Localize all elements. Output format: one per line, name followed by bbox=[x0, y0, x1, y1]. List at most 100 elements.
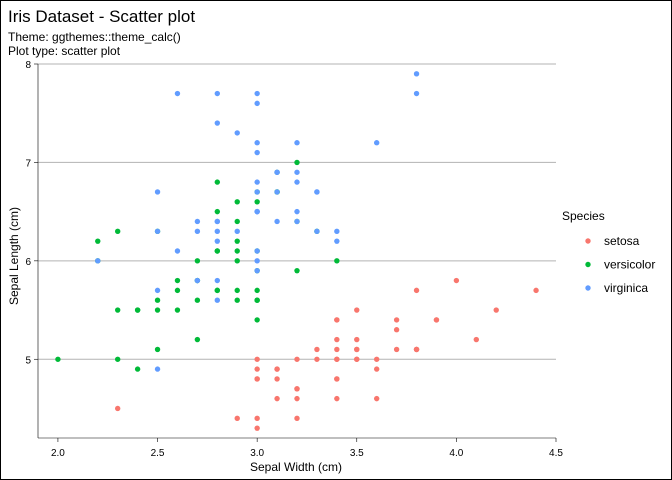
data-point-virginica bbox=[314, 189, 320, 195]
data-point-setosa bbox=[334, 317, 340, 323]
data-point-virginica bbox=[294, 169, 300, 175]
data-point-versicolor bbox=[254, 317, 260, 323]
data-point-versicolor bbox=[214, 248, 221, 254]
y-tick-label: 8 bbox=[25, 60, 31, 71]
data-point-versicolor bbox=[194, 336, 201, 343]
data-point-setosa bbox=[354, 307, 360, 313]
data-point-versicolor bbox=[234, 199, 240, 205]
data-point-virginica bbox=[254, 179, 260, 185]
x-tick-label: 2.0 bbox=[51, 448, 65, 459]
data-point-setosa bbox=[294, 356, 300, 362]
data-point-setosa bbox=[334, 346, 340, 353]
data-point-setosa bbox=[274, 366, 280, 372]
legend-label-virginica: virginica bbox=[604, 281, 648, 295]
data-point-versicolor bbox=[214, 287, 221, 294]
data-point-versicolor bbox=[134, 366, 141, 372]
y-tick-label: 7 bbox=[25, 158, 31, 169]
legend-label-setosa: setosa bbox=[604, 234, 640, 248]
data-point-versicolor bbox=[174, 287, 181, 294]
data-point-virginica bbox=[314, 228, 320, 235]
chart-subtitle-line-1: Theme: ggthemes::theme_calc() bbox=[8, 30, 181, 44]
data-point-virginica bbox=[294, 179, 300, 185]
data-point-setosa bbox=[314, 356, 320, 362]
data-point-versicolor bbox=[294, 267, 300, 274]
data-point-setosa bbox=[294, 386, 300, 392]
data-point-virginica bbox=[254, 258, 260, 264]
data-point-virginica bbox=[95, 258, 101, 264]
data-point-virginica bbox=[174, 248, 181, 254]
data-point-setosa bbox=[393, 317, 400, 323]
data-point-virginica bbox=[274, 218, 280, 225]
data-point-virginica bbox=[214, 297, 221, 303]
data-point-versicolor bbox=[214, 208, 221, 215]
data-point-virginica bbox=[154, 189, 161, 195]
data-point-versicolor bbox=[334, 258, 340, 264]
data-point-versicolor bbox=[55, 356, 61, 362]
x-tick-label: 3.5 bbox=[350, 448, 364, 459]
data-point-virginica bbox=[373, 140, 380, 146]
data-point-virginica bbox=[154, 366, 161, 372]
tick-labels: 2.0 2.5 3.0 3.5 4.0 4.5 5 6 7 8 bbox=[25, 60, 563, 459]
data-point-versicolor bbox=[194, 297, 201, 303]
data-point-versicolor bbox=[294, 159, 300, 166]
data-point-setosa bbox=[254, 366, 260, 372]
data-point-virginica bbox=[254, 100, 260, 107]
data-point-virginica bbox=[254, 248, 260, 254]
data-point-versicolor bbox=[154, 307, 161, 313]
data-point-virginica bbox=[214, 238, 221, 244]
data-point-setosa bbox=[254, 376, 260, 382]
data-point-setosa bbox=[314, 346, 320, 353]
data-point-setosa bbox=[393, 327, 400, 333]
data-point-versicolor bbox=[174, 277, 181, 284]
legend-label-versicolor: versicolor bbox=[604, 258, 655, 272]
data-point-setosa bbox=[473, 336, 480, 343]
data-point-virginica bbox=[254, 149, 260, 156]
y-tick-label: 6 bbox=[25, 257, 31, 268]
data-point-setosa bbox=[334, 395, 340, 402]
x-tick-label: 3.0 bbox=[250, 448, 264, 459]
data-point-virginica bbox=[274, 189, 280, 195]
data-point-setosa bbox=[234, 415, 240, 422]
data-point-virginica bbox=[413, 90, 420, 97]
data-point-setosa bbox=[373, 366, 380, 372]
data-point-setosa bbox=[294, 415, 300, 422]
data-point-versicolor bbox=[194, 258, 201, 264]
chart-subtitle-line-2: Plot type: scatter plot bbox=[8, 44, 121, 58]
data-point-virginica bbox=[294, 218, 300, 225]
data-point-versicolor bbox=[234, 297, 240, 303]
axes bbox=[34, 63, 557, 442]
data-point-versicolor bbox=[254, 199, 260, 205]
data-point-setosa bbox=[274, 395, 280, 402]
data-point-setosa bbox=[354, 356, 360, 362]
data-point-versicolor bbox=[234, 238, 240, 244]
data-point-setosa bbox=[274, 376, 280, 382]
data-point-setosa bbox=[533, 287, 539, 294]
legend-key-setosa bbox=[585, 238, 591, 244]
data-point-virginica bbox=[214, 277, 221, 284]
data-point-virginica bbox=[334, 238, 340, 244]
legend: setosa versicolor virginica bbox=[585, 234, 655, 295]
data-point-setosa bbox=[413, 287, 420, 294]
data-point-versicolor bbox=[254, 297, 260, 303]
data-point-virginica bbox=[214, 120, 221, 126]
data-point-virginica bbox=[234, 130, 240, 136]
x-axis-label: Sepal Width (cm) bbox=[250, 460, 342, 474]
data-point-setosa bbox=[254, 356, 260, 362]
legend-key-virginica bbox=[585, 285, 591, 291]
data-point-versicolor bbox=[154, 297, 161, 303]
data-point-versicolor bbox=[234, 258, 240, 264]
data-point-versicolor bbox=[214, 179, 221, 185]
data-point-virginica bbox=[154, 228, 161, 235]
data-point-virginica bbox=[194, 228, 201, 235]
data-point-setosa bbox=[493, 307, 499, 313]
data-point-setosa bbox=[373, 395, 380, 402]
legend-title: Species bbox=[562, 209, 605, 223]
data-point-virginica bbox=[294, 208, 300, 215]
data-point-versicolor bbox=[134, 307, 141, 313]
data-point-virginica bbox=[254, 208, 260, 215]
data-point-virginica bbox=[174, 90, 181, 97]
data-point-virginica bbox=[334, 228, 340, 235]
data-point-virginica bbox=[254, 140, 260, 146]
